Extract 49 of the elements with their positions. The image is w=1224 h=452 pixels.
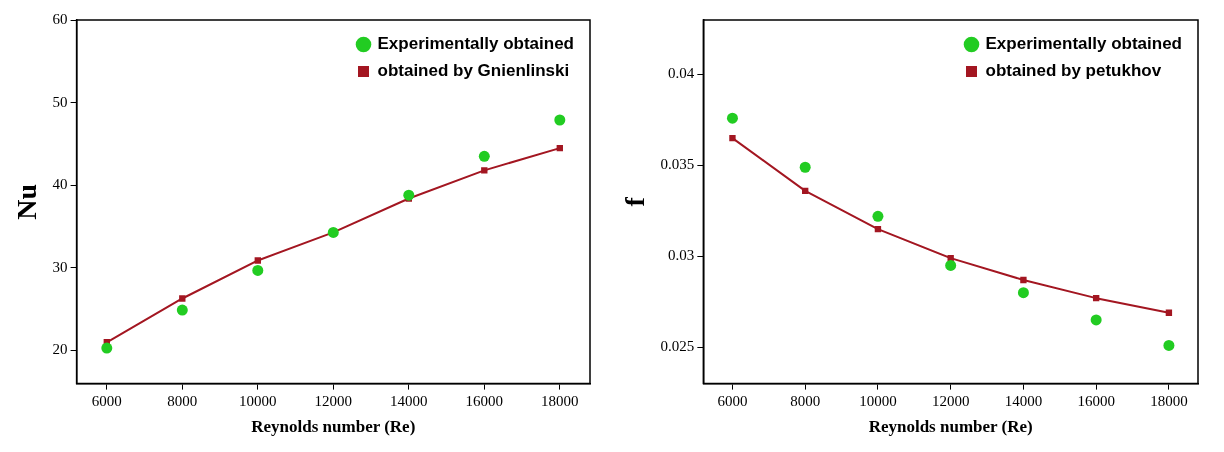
point xyxy=(179,295,186,302)
y-tick-label: 40 xyxy=(52,176,68,193)
point xyxy=(252,264,264,276)
point xyxy=(729,134,736,142)
x-tick-label: 10000 xyxy=(239,392,277,409)
y-tick-label: 20 xyxy=(52,341,68,358)
x-tick-label: 18000 xyxy=(1150,392,1188,409)
point xyxy=(1020,276,1027,284)
point xyxy=(726,112,738,124)
point xyxy=(254,257,261,264)
x-tick-label: 16000 xyxy=(1077,392,1115,409)
y-tick-label: 60 xyxy=(52,10,68,27)
x-tick-label: 14000 xyxy=(390,392,428,409)
x-tick-label: 10000 xyxy=(859,392,897,409)
point xyxy=(1017,287,1029,299)
y-tick-label: 50 xyxy=(52,93,68,110)
x-tick-label: 18000 xyxy=(541,392,579,409)
y-tick-label: 0.04 xyxy=(668,65,695,82)
x-axis-title: Reynolds number (Re) xyxy=(251,417,416,437)
y-tick-label: 0.035 xyxy=(660,156,695,173)
y-tick-label: 0.03 xyxy=(668,247,695,264)
x-tick-label: 6000 xyxy=(717,392,748,409)
point xyxy=(1163,339,1175,351)
x-tick-label: 14000 xyxy=(1004,392,1043,409)
point xyxy=(478,150,490,162)
point xyxy=(403,189,415,201)
x-axis-title: Reynolds number (Re) xyxy=(868,417,1033,437)
y-tick-label: 30 xyxy=(52,258,68,275)
y-axis-title: f xyxy=(619,196,651,207)
point xyxy=(872,210,884,222)
legend-label: Experimentally obtained xyxy=(985,34,1182,54)
x-tick-label: 8000 xyxy=(790,392,821,409)
point xyxy=(101,342,113,354)
point xyxy=(945,259,957,271)
point xyxy=(799,161,811,173)
x-tick-label: 8000 xyxy=(167,392,198,409)
legend-label: Experimentally obtained xyxy=(377,34,574,54)
y-tick-label: 0.025 xyxy=(660,338,695,355)
x-tick-label: 12000 xyxy=(931,392,970,409)
y-axis-title: Nu xyxy=(11,183,43,220)
point xyxy=(1090,314,1102,326)
legend-label: obtained by petukhov xyxy=(985,61,1162,81)
x-tick-label: 16000 xyxy=(465,392,504,409)
x-tick-label: 12000 xyxy=(314,392,353,409)
x-tick-label: 6000 xyxy=(91,392,122,409)
point xyxy=(176,304,188,316)
legend-label: obtained by Gnienlinski xyxy=(377,61,570,81)
point xyxy=(481,167,488,174)
point xyxy=(554,114,566,126)
